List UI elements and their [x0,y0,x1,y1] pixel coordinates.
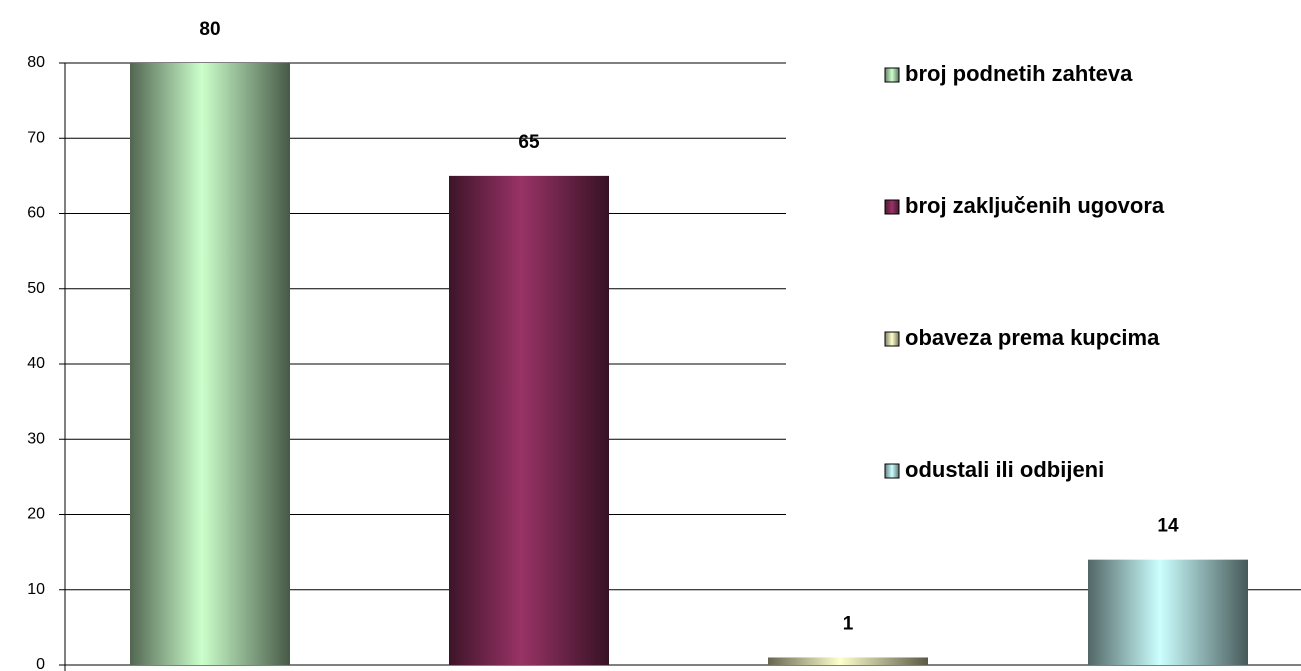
legend-box [786,40,1301,540]
value-label: 14 [1157,516,1179,537]
value-label: 1 [843,613,854,634]
y-tick-label: 20 [27,506,45,523]
legend-label: odustali ili odbijeni [905,457,1104,482]
y-tick-label: 70 [27,129,45,146]
legend-swatch [884,331,900,347]
y-tick-label: 30 [27,430,45,447]
bar [449,175,609,665]
legend-label: broj zaključenih ugovora [905,193,1165,218]
legend-swatch [884,199,900,215]
legend-label: broj podnetih zahteva [905,61,1133,86]
bar [1088,559,1248,665]
legend-swatch [884,463,900,479]
bar [768,657,928,665]
value-label: 80 [199,19,220,40]
legend-label: obaveza prema kupcima [905,325,1160,350]
y-tick-label: 80 [27,54,45,71]
y-tick-label: 50 [27,280,45,297]
y-tick-label: 10 [27,581,45,598]
y-tick-label: 0 [36,656,45,671]
value-label: 65 [518,132,540,153]
y-tick-label: 40 [27,355,45,372]
legend-swatch [884,67,900,83]
bar [130,63,290,665]
y-tick-label: 60 [27,205,45,222]
